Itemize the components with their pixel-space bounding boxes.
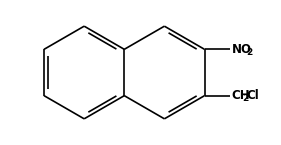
- Text: 2: 2: [246, 48, 252, 57]
- Text: 2: 2: [242, 94, 248, 103]
- Text: CH: CH: [232, 89, 250, 102]
- Text: Cl: Cl: [247, 89, 259, 102]
- Text: NO: NO: [232, 43, 252, 56]
